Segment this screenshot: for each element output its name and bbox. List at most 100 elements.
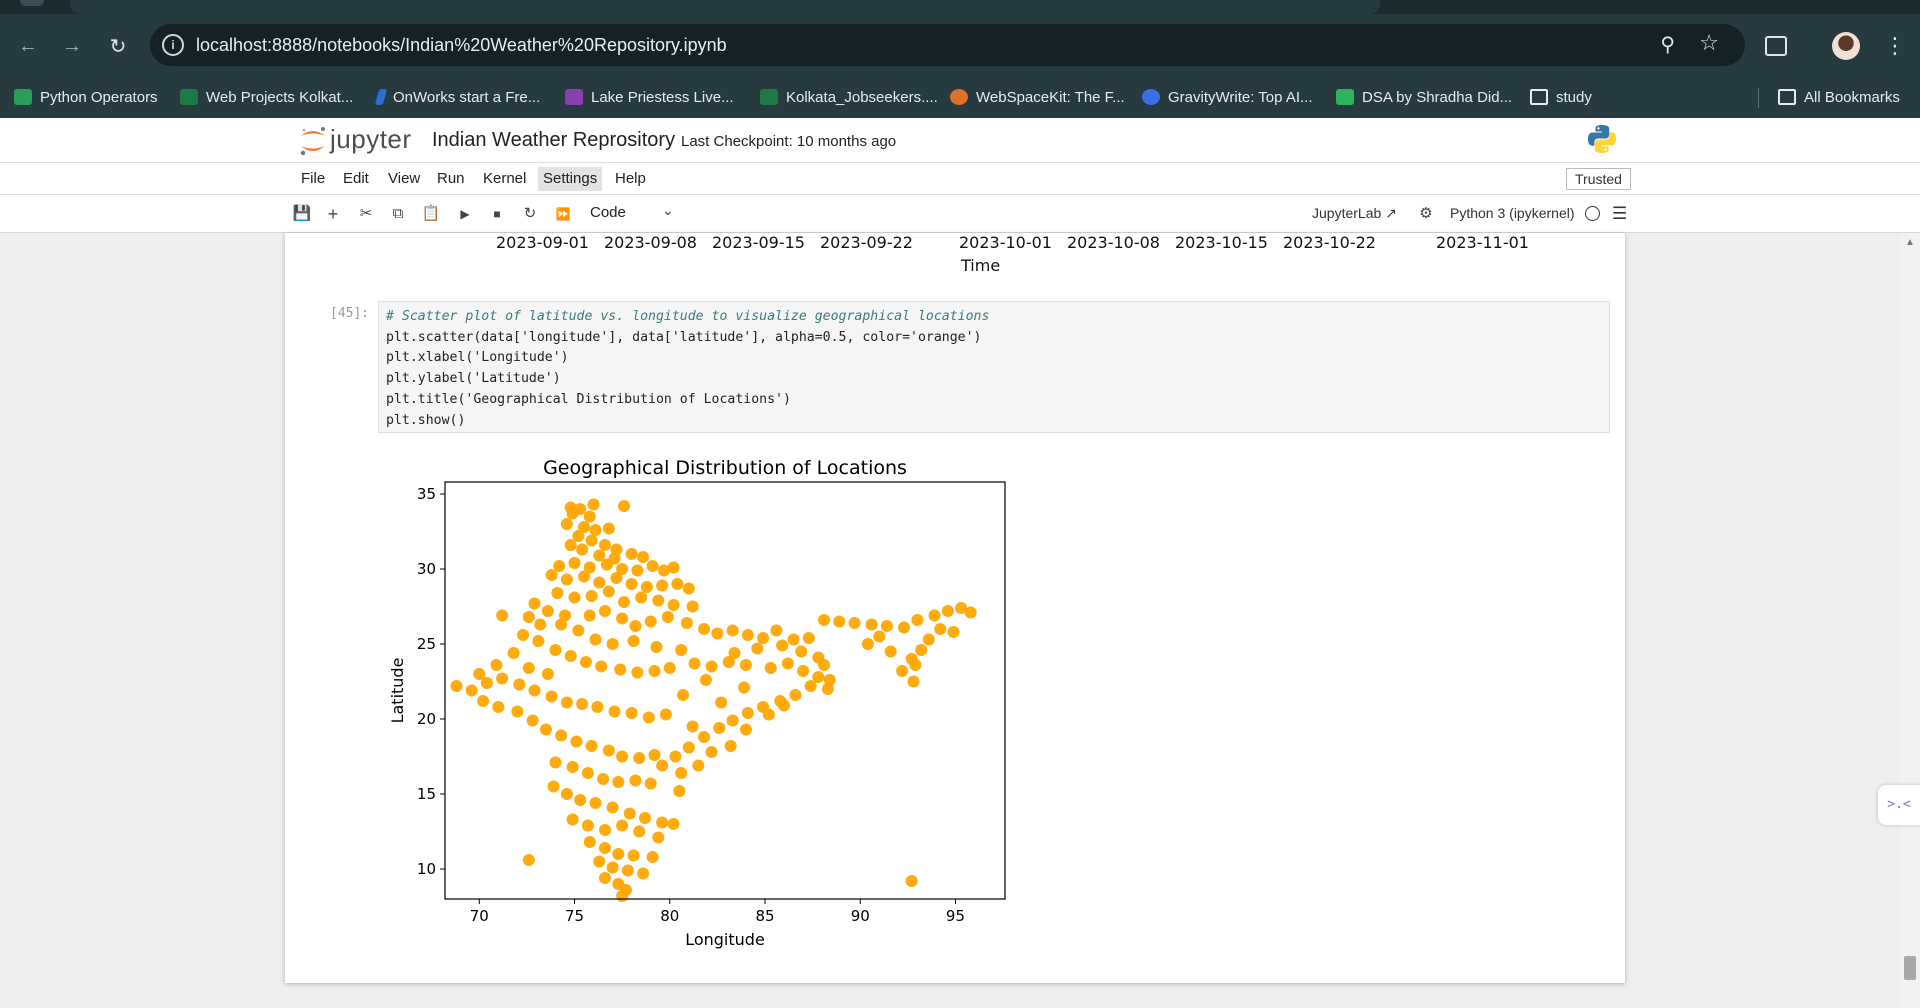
- scatter-point: [692, 759, 705, 772]
- scatter-point: [465, 684, 478, 697]
- code-cell-editor[interactable]: # Scatter plot of latitude vs. longitude…: [378, 301, 1610, 433]
- add-cell-icon[interactable]: +: [327, 204, 339, 224]
- scatter-point: [686, 600, 699, 613]
- scatter-point: [583, 561, 596, 574]
- bookmark-dsa[interactable]: DSA by Shradha Did...: [1336, 76, 1512, 118]
- reload-icon[interactable]: ↻: [109, 35, 127, 58]
- bookmark-webspacekit[interactable]: WebSpaceKit: The F...: [950, 76, 1125, 118]
- bookmark-star-icon[interactable]: ☆: [1699, 30, 1719, 55]
- code-line[interactable]: plt.show(): [386, 412, 466, 428]
- scrollbar-thumb[interactable]: [1904, 956, 1916, 980]
- zoom-icon[interactable]: ⚲: [1660, 34, 1675, 56]
- browser-toolbar: ← → ↻ i localhost:8888/notebooks/Indian%…: [0, 14, 1920, 76]
- scatter-point: [532, 635, 545, 647]
- notebook-scroll-area[interactable]: 2023-09-01 2023-09-08 2023-09-15 2023-09…: [0, 233, 1920, 1008]
- run-icon[interactable]: ▶: [460, 207, 470, 221]
- bookmark-lake-priestess[interactable]: Lake Priestess Live...: [565, 76, 734, 118]
- prev-x-axis-label: Time: [961, 256, 1001, 275]
- scatter-point: [616, 819, 629, 832]
- bookmark-label: Python Operators: [40, 88, 158, 106]
- kernel-status-icon: [1585, 206, 1600, 221]
- jupyter-wordmark[interactable]: jupyter: [330, 124, 412, 154]
- scatter-point: [606, 638, 619, 650]
- fast-forward-icon[interactable]: ⏩: [555, 207, 571, 221]
- bookmark-web-projects[interactable]: Web Projects Kolkat...: [180, 76, 353, 118]
- bookmark-python-operators[interactable]: Python Operators: [14, 76, 158, 118]
- scatter-point: [646, 560, 659, 572]
- menu-edit[interactable]: Edit: [343, 170, 369, 187]
- scatter-point: [522, 854, 535, 866]
- scatter-point: [644, 777, 657, 790]
- copy-icon[interactable]: ⧉: [392, 205, 404, 222]
- browser-active-tab[interactable]: [70, 0, 1380, 14]
- scatter-point: [541, 668, 554, 680]
- debugger-bug-icon[interactable]: ⚙: [1419, 205, 1433, 222]
- restart-icon[interactable]: ↻: [523, 205, 537, 222]
- external-link-icon: ↗: [1385, 205, 1397, 221]
- side-panel-toggle-icon[interactable]: >.<: [1878, 785, 1920, 825]
- paste-icon[interactable]: 📋: [421, 205, 441, 222]
- address-bar[interactable]: i localhost:8888/notebooks/Indian%20Weat…: [150, 24, 1745, 66]
- y-tick-label: 30: [417, 560, 436, 578]
- scatter-point: [511, 705, 524, 718]
- menu-settings[interactable]: Settings: [538, 167, 603, 191]
- scatter-point: [513, 678, 526, 691]
- menu-kernel[interactable]: Kernel: [483, 170, 527, 187]
- trusted-indicator[interactable]: Trusted: [1566, 168, 1631, 190]
- forward-arrow-icon[interactable]: →: [62, 34, 82, 57]
- chevron-down-icon[interactable]: ⌄: [662, 202, 674, 218]
- bookmark-folder-study[interactable]: study: [1530, 76, 1592, 118]
- code-line[interactable]: # Scatter plot of latitude vs. longitude…: [386, 307, 1602, 328]
- code-line[interactable]: plt.title('Geographical Distribution of …: [386, 391, 791, 407]
- jupyterlab-link[interactable]: JupyterLab ↗: [1312, 205, 1397, 222]
- scatter-point: [551, 587, 564, 599]
- scatter-point: [818, 614, 831, 626]
- scatter-point: [606, 801, 619, 814]
- scatter-point: [848, 617, 861, 629]
- stop-icon[interactable]: ■: [493, 207, 501, 221]
- scatter-point: [602, 522, 615, 535]
- code-line[interactable]: plt.xlabel('Longitude'): [386, 350, 569, 366]
- scatter-point: [896, 665, 909, 677]
- scatter-point: [812, 671, 825, 683]
- prev-tick-label: 2023-09-22: [820, 233, 913, 252]
- browser-menu-icon[interactable]: ⋮: [1884, 33, 1906, 58]
- profile-avatar[interactable]: [1832, 32, 1860, 60]
- scatter-point: [884, 645, 897, 658]
- notebook-title[interactable]: Indian Weather Reprository: [432, 129, 676, 151]
- prev-tick-label: 2023-11-01: [1436, 233, 1529, 252]
- scatter-point: [593, 855, 606, 868]
- menu-help[interactable]: Help: [615, 170, 646, 187]
- kernel-name[interactable]: Python 3 (ipykernel): [1450, 205, 1575, 221]
- address-bar-url[interactable]: localhost:8888/notebooks/Indian%20Weathe…: [196, 35, 727, 55]
- menu-run[interactable]: Run: [437, 170, 465, 187]
- scatter-point: [688, 657, 701, 670]
- scatter-point: [947, 626, 960, 638]
- scatter-point: [671, 578, 684, 590]
- bookmark-gravitywrite[interactable]: GravityWrite: Top AI...: [1142, 76, 1313, 118]
- menu-view[interactable]: View: [388, 170, 421, 187]
- hamburger-menu-icon[interactable]: ☰: [1612, 204, 1628, 223]
- scatter-point: [728, 647, 741, 659]
- site-info-icon[interactable]: i: [162, 34, 184, 56]
- chart-title: Geographical Distribution of Locations: [543, 457, 907, 479]
- save-icon[interactable]: 💾: [292, 205, 312, 222]
- menu-file[interactable]: File: [301, 170, 326, 187]
- bookmark-kolkata-jobseekers[interactable]: Kolkata_Jobseekers....: [760, 76, 938, 118]
- jupyter-logo-icon[interactable]: [298, 124, 328, 158]
- browser-tab-strip: [0, 0, 1920, 14]
- back-arrow-icon[interactable]: ←: [18, 34, 38, 57]
- scatter-point: [602, 585, 615, 598]
- scatter-point: [625, 578, 638, 590]
- all-bookmarks-folder[interactable]: All Bookmarks: [1778, 76, 1900, 118]
- bookmark-onworks[interactable]: OnWorks start a Fre...: [374, 76, 540, 118]
- scroll-up-arrow-icon[interactable]: ▲: [1905, 237, 1915, 248]
- code-line[interactable]: plt.scatter(data['longitude'], data['lat…: [386, 329, 982, 345]
- code-line[interactable]: plt.ylabel('Latitude'): [386, 371, 561, 387]
- cell-type-select[interactable]: Code: [590, 204, 626, 221]
- browser-tab-edge[interactable]: [20, 0, 44, 6]
- cut-icon[interactable]: ✂: [359, 205, 373, 222]
- scatter-point: [599, 842, 611, 854]
- vertical-scrollbar[interactable]: ▲: [1900, 233, 1920, 1008]
- extensions-icon[interactable]: [1765, 36, 1787, 56]
